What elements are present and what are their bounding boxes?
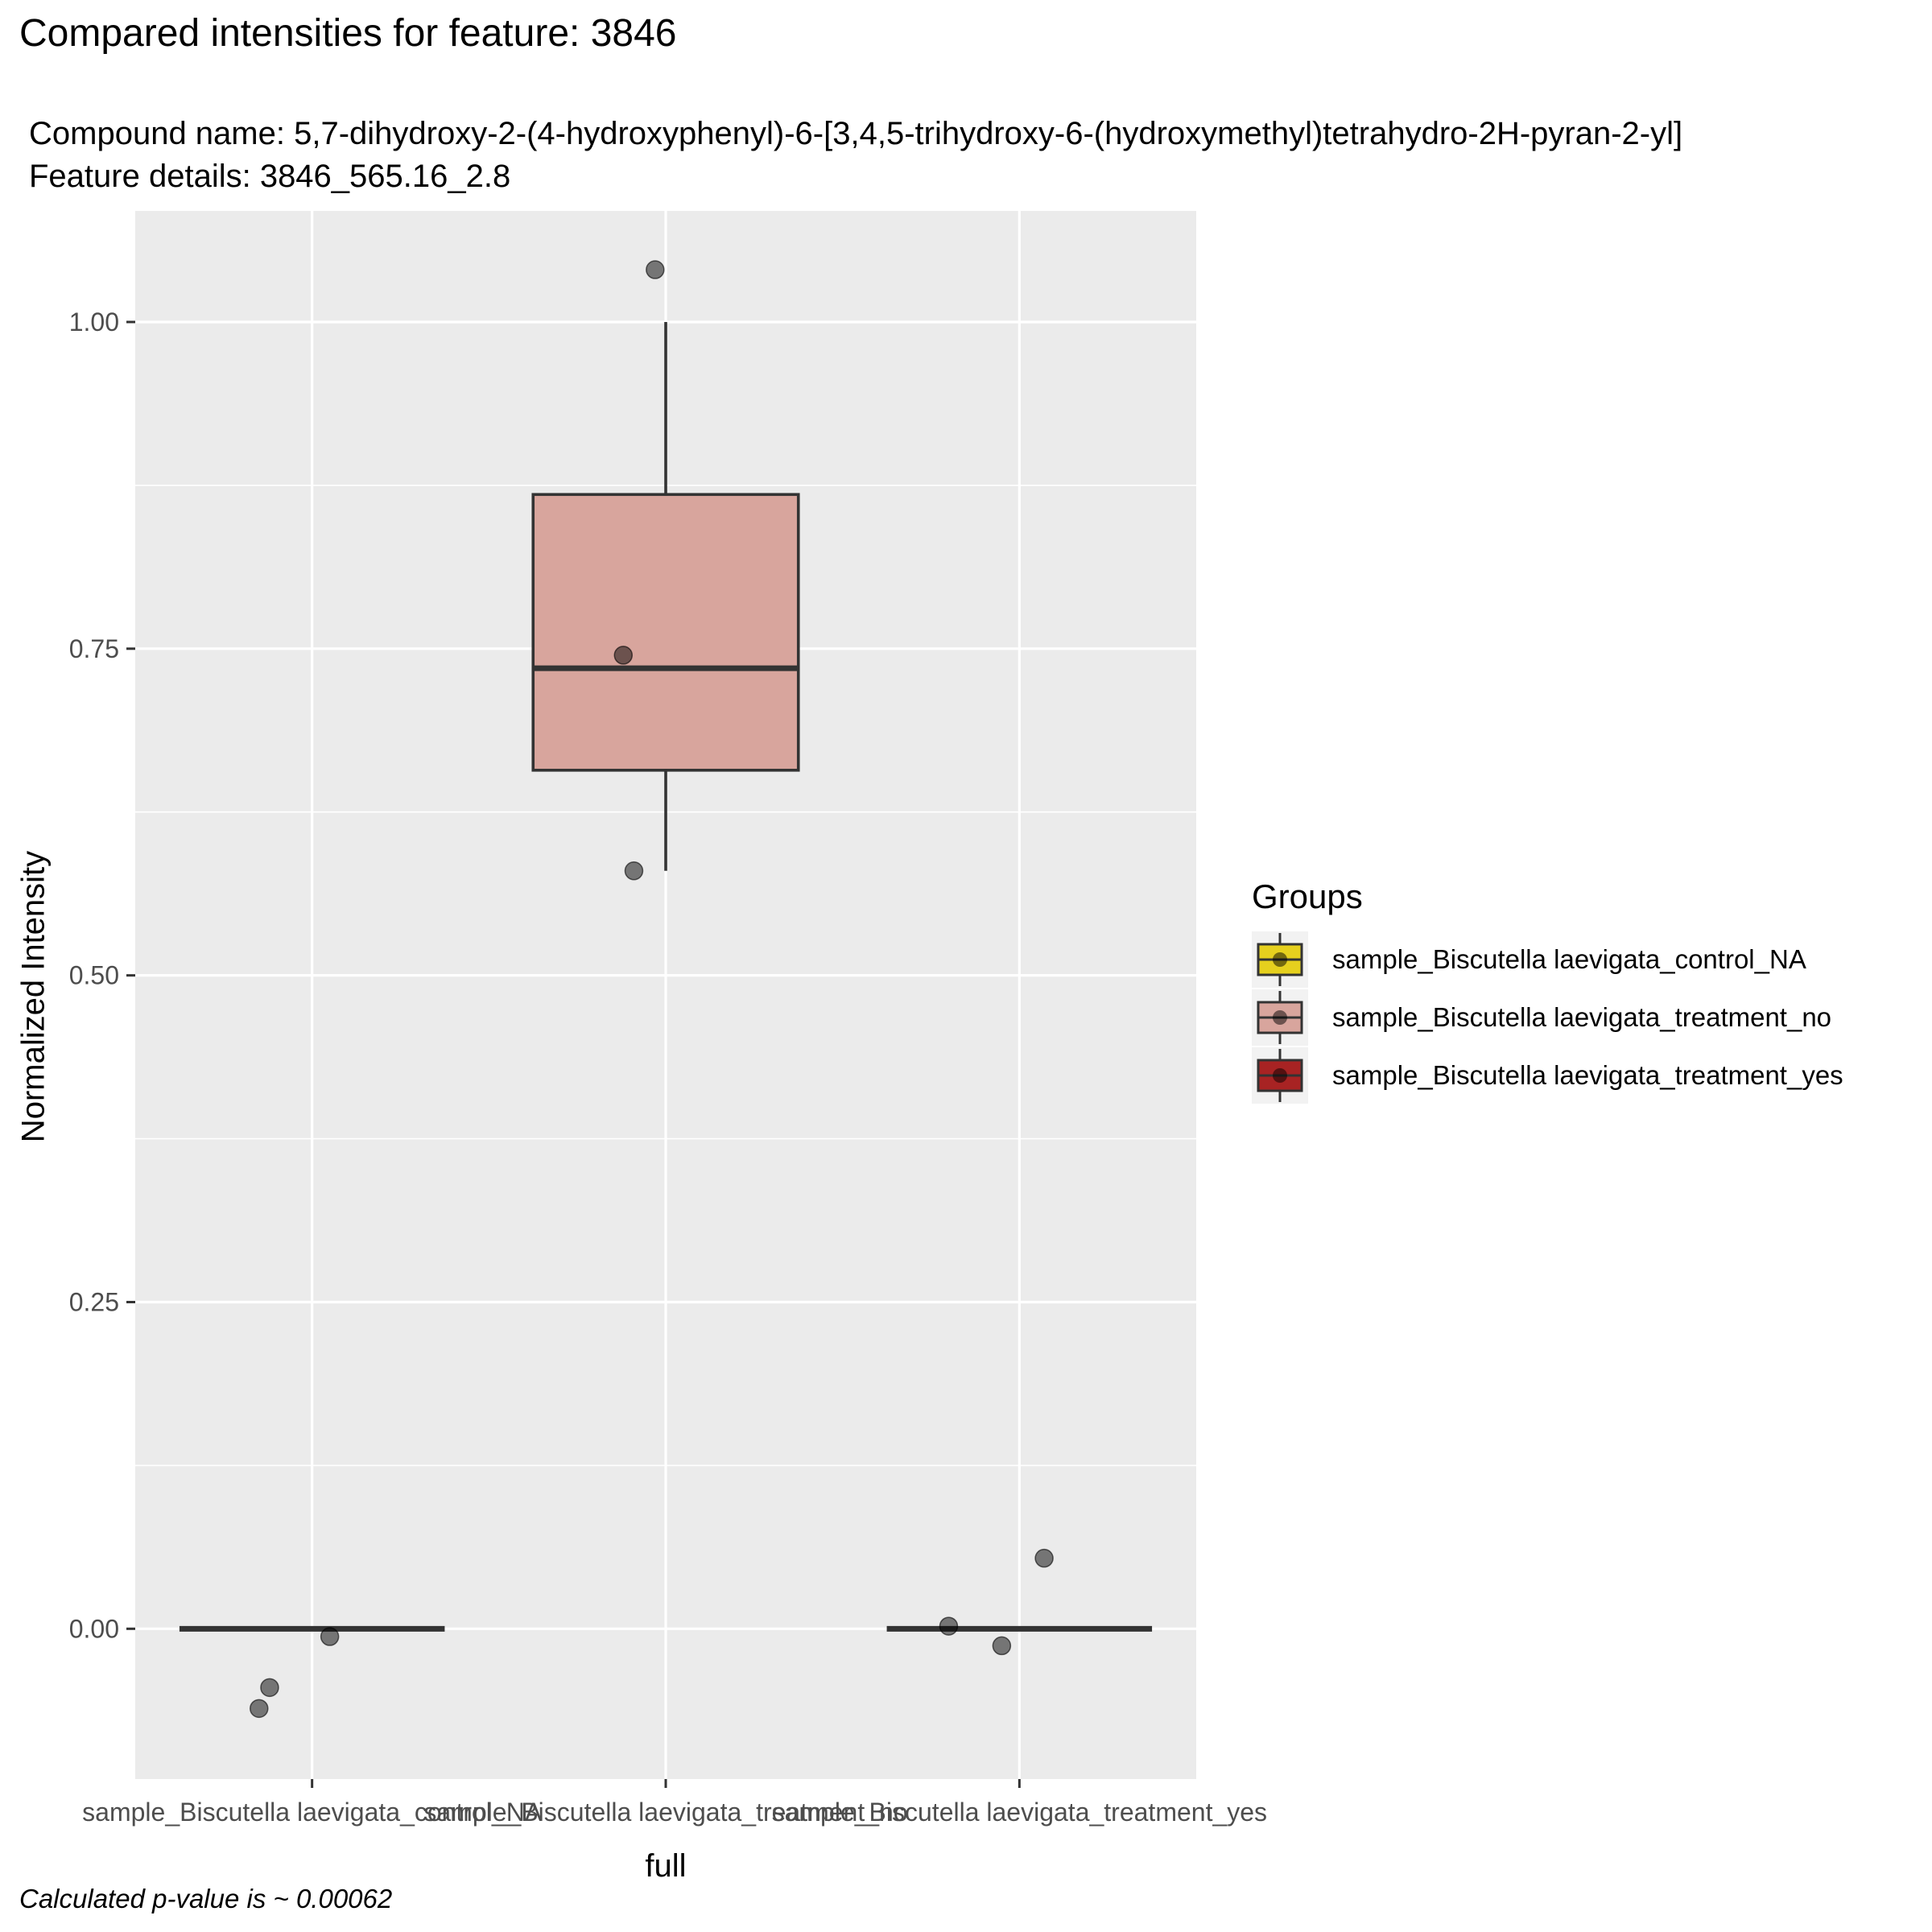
- data-point: [646, 260, 665, 279]
- data-point: [1034, 1548, 1054, 1568]
- compound-name: Compound name: 5,7-dihydroxy-2-(4-hydrox…: [29, 116, 1683, 151]
- x-tick-label: sample_Biscutella laevigata_treatment_no: [423, 1798, 907, 1827]
- data-point: [624, 861, 644, 881]
- y-tick-label: 0.75: [69, 634, 119, 663]
- data-point: [992, 1636, 1012, 1656]
- legend-item: sample_Biscutella laevigata_treatment_no: [1252, 989, 1843, 1046]
- y-tick-label: 0.50: [69, 961, 119, 990]
- legend-key: [1252, 1047, 1308, 1104]
- p-value-caption: Calculated p-value is ~ 0.00062: [19, 1884, 393, 1913]
- data-point: [939, 1616, 959, 1636]
- legend-key: [1252, 989, 1308, 1046]
- legend-key-point: [1273, 952, 1287, 967]
- data-point: [260, 1678, 279, 1698]
- legend-label: sample_Biscutella laevigata_control_NA: [1332, 944, 1806, 974]
- chart-subtitle: Compound name: 5,7-dihydroxy-2-(4-hydrox…: [29, 113, 1682, 198]
- legend-label: sample_Biscutella laevigata_treatment_ye…: [1332, 1060, 1843, 1090]
- legend-key: [1252, 931, 1308, 988]
- legend-key-point: [1273, 1010, 1287, 1025]
- x-tick-label: sample_Biscutella laevigata_treatment_ye…: [772, 1798, 1267, 1827]
- legend-label: sample_Biscutella laevigata_treatment_no: [1332, 1002, 1832, 1032]
- data-point: [320, 1627, 340, 1646]
- feature-details: Feature details: 3846_565.16_2.8: [29, 159, 511, 194]
- y-axis-label: Normalized Intensity: [15, 850, 52, 1143]
- legend-title: Groups: [1252, 877, 1363, 915]
- data-point: [613, 646, 634, 665]
- legend-item: sample_Biscutella laevigata_control_NA: [1252, 931, 1843, 989]
- legend-item: sample_Biscutella laevigata_treatment_ye…: [1252, 1046, 1843, 1104]
- legend: Groups sample_Biscutella laevigata_contr…: [1252, 877, 1843, 1104]
- data-point: [250, 1699, 269, 1719]
- y-tick-label: 0.00: [69, 1614, 119, 1643]
- y-tick-label: 1.00: [69, 308, 119, 336]
- y-tick-label: 0.25: [69, 1287, 119, 1316]
- legend-key-point: [1273, 1068, 1287, 1083]
- chart-title: Compared intensities for feature: 3846: [19, 12, 677, 55]
- x-tick-label: sample_Biscutella laevigata_control_NA: [82, 1798, 543, 1827]
- box-2: [531, 493, 800, 772]
- x-axis-label: full: [645, 1848, 687, 1884]
